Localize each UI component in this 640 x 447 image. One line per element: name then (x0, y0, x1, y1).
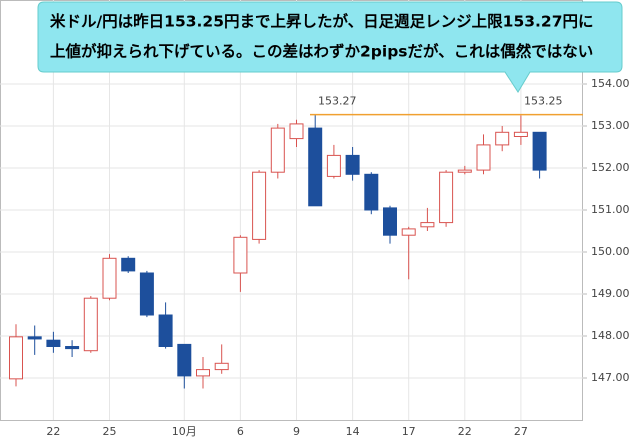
candle-body (270, 127, 285, 173)
x-tick-label: 6 (237, 425, 244, 438)
callout-bubble (37, 1, 623, 93)
candle-body (139, 272, 154, 316)
x-tick-label: 10月 (172, 425, 197, 438)
x-tick-label: 25 (103, 425, 117, 438)
callout-line: 上値が抑えられ下げている。この差はわずか2pipsだが、これは偶然ではない (50, 42, 593, 61)
candle-body (308, 127, 323, 207)
candle-body (46, 339, 61, 348)
x-tick-label: 17 (402, 425, 416, 438)
y-tick-label: 154.00 (591, 77, 630, 90)
candle-body (233, 236, 248, 274)
candle-body (439, 171, 454, 224)
x-tick-label: 22 (46, 425, 60, 438)
candle-body (102, 257, 117, 299)
candle-body (83, 297, 98, 352)
candle-body (177, 343, 192, 377)
callout-line: 米ドル/円は昨日153.25円まで上昇したが、日足週足レンジ上限153.27円に (50, 12, 593, 31)
candle-body (158, 314, 173, 347)
candle-body (495, 131, 510, 146)
candle-body (401, 228, 416, 236)
candle-body (65, 346, 80, 350)
y-tick-label: 153.00 (591, 119, 630, 132)
annotation: 153.27 (318, 95, 357, 108)
candle-body (476, 144, 491, 171)
candle-body (383, 207, 397, 236)
candle-body (326, 154, 341, 177)
candle-body (345, 154, 360, 175)
y-tick-label: 148.00 (591, 329, 630, 342)
x-tick-label: 14 (346, 425, 360, 438)
y-tick-label: 152.00 (591, 161, 630, 174)
annotation: 153.25 (524, 95, 563, 108)
y-tick-label: 149.00 (591, 287, 630, 300)
candle-body (289, 123, 304, 140)
candle-body (252, 171, 267, 240)
candle-body (457, 169, 472, 173)
x-tick-label: 9 (293, 425, 300, 438)
candle-body (121, 257, 136, 272)
candle-body (513, 131, 528, 138)
candle-body (532, 131, 547, 171)
y-tick-label: 151.00 (591, 203, 630, 216)
x-tick-label: 22 (458, 425, 472, 438)
candle-body (196, 369, 210, 377)
candle-body (9, 336, 23, 380)
x-tick-label: 27 (514, 425, 528, 438)
candle-body (420, 222, 435, 228)
candle-body (27, 336, 42, 340)
candle-body (214, 362, 229, 371)
candle-body (364, 173, 379, 211)
y-tick-label: 147.00 (591, 371, 630, 384)
y-tick-label: 150.00 (591, 245, 630, 258)
